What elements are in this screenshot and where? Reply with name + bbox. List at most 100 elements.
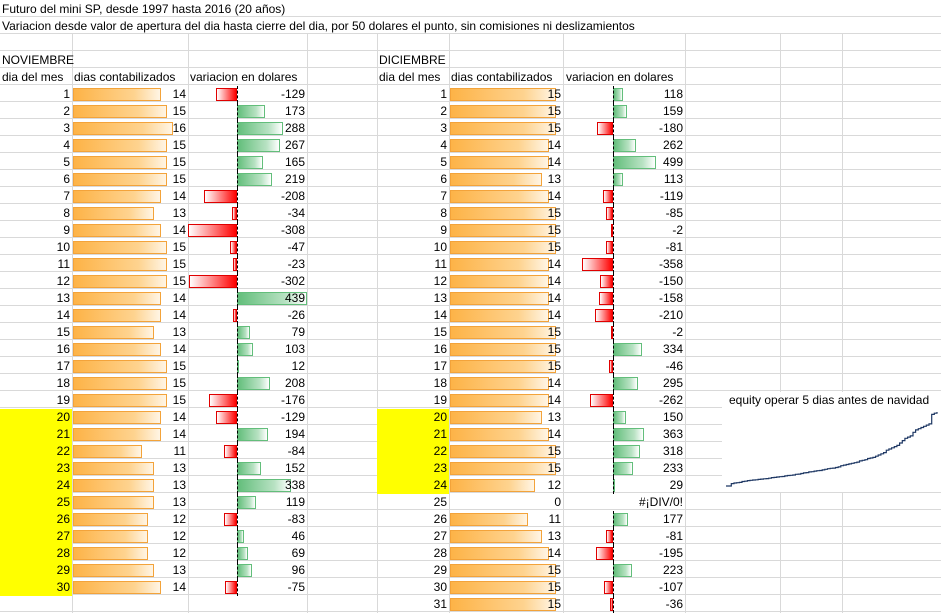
count-cell[interactable]: 15 [547,206,561,220]
count-cell[interactable]: 15 [547,342,561,356]
variation-cell[interactable]: 194 [284,427,305,441]
day-cell[interactable]: 31 [433,597,447,611]
count-cell[interactable]: 15 [172,155,186,169]
variation-cell[interactable]: -208 [280,189,305,203]
count-cell[interactable]: 15 [547,597,561,611]
count-cell[interactable]: 16 [172,121,186,135]
count-cell[interactable]: 14 [172,87,186,101]
day-cell[interactable]: 4 [63,138,70,152]
count-cell[interactable]: 14 [172,189,186,203]
count-cell[interactable]: 14 [547,393,561,407]
count-cell[interactable]: 15 [547,87,561,101]
count-cell[interactable]: 14 [172,291,186,305]
day-cell[interactable]: 21 [56,427,70,441]
variation-cell[interactable]: 295 [662,376,683,390]
day-cell[interactable]: 8 [63,206,70,220]
variation-cell[interactable]: 150 [662,410,683,424]
count-cell[interactable]: 15 [547,563,561,577]
count-cell[interactable]: 15 [547,104,561,118]
count-cell[interactable]: 14 [547,155,561,169]
count-cell[interactable]: 15 [547,359,561,373]
variation-cell[interactable]: 165 [284,155,305,169]
variation-cell[interactable]: 233 [662,461,683,475]
variation-cell[interactable]: -85 [665,206,683,220]
count-cell[interactable]: 13 [547,172,561,186]
day-cell[interactable]: 24 [56,478,70,492]
day-cell[interactable]: 17 [433,359,447,373]
variation-cell[interactable]: 334 [662,342,683,356]
variation-cell[interactable]: -150 [658,274,683,288]
count-cell[interactable]: 0 [554,495,561,509]
count-cell[interactable]: 13 [547,410,561,424]
variation-cell[interactable]: -302 [280,274,305,288]
day-cell[interactable]: 21 [433,427,447,441]
day-cell[interactable]: 19 [433,393,447,407]
count-cell[interactable]: 15 [172,104,186,118]
variation-cell[interactable]: 96 [291,563,305,577]
day-cell[interactable]: 6 [440,172,447,186]
count-cell[interactable]: 15 [547,444,561,458]
day-cell[interactable]: 7 [63,189,70,203]
equity-chart[interactable]: equity operar 5 dias antes de navidad [722,392,941,492]
count-cell[interactable]: 15 [172,393,186,407]
day-cell[interactable]: 5 [440,155,447,169]
day-cell[interactable]: 30 [433,580,447,594]
variation-cell[interactable]: -26 [287,308,305,322]
count-cell[interactable]: 13 [172,325,186,339]
day-cell[interactable]: 26 [56,512,70,526]
variation-cell[interactable]: -129 [280,87,305,101]
count-cell[interactable]: 13 [172,461,186,475]
day-cell[interactable]: 18 [433,376,447,390]
variation-cell[interactable]: -36 [665,597,683,611]
day-cell[interactable]: 25 [56,495,70,509]
count-cell[interactable]: 15 [172,376,186,390]
count-cell[interactable]: 14 [547,189,561,203]
count-cell[interactable]: 15 [547,240,561,254]
day-cell[interactable]: 18 [56,376,70,390]
variation-cell[interactable]: 499 [662,155,683,169]
day-cell[interactable]: 16 [56,342,70,356]
variation-cell[interactable]: 177 [662,512,683,526]
day-cell[interactable]: 25 [433,495,447,509]
variation-cell[interactable]: -107 [658,580,683,594]
day-cell[interactable]: 12 [433,274,447,288]
day-cell[interactable]: 8 [440,206,447,220]
day-cell[interactable]: 2 [440,104,447,118]
count-cell[interactable]: 14 [547,138,561,152]
variation-cell[interactable]: 118 [663,87,683,101]
variation-cell[interactable]: -358 [658,257,683,271]
variation-cell[interactable]: -84 [287,444,305,458]
variation-cell[interactable]: -46 [665,359,683,373]
day-cell[interactable]: 7 [440,189,447,203]
day-cell[interactable]: 11 [57,257,70,271]
variation-cell[interactable]: -308 [280,223,305,237]
variation-cell[interactable]: -81 [665,529,683,543]
count-cell[interactable]: 13 [172,206,186,220]
variation-cell[interactable]: 288 [284,121,305,135]
variation-cell[interactable]: -158 [658,291,683,305]
variation-cell[interactable]: 363 [662,427,683,441]
variation-cell[interactable]: 119 [285,495,305,509]
day-cell[interactable]: 30 [56,580,70,594]
count-cell[interactable]: 14 [547,376,561,390]
day-cell[interactable]: 15 [56,325,70,339]
variation-cell[interactable]: 219 [284,172,305,186]
variation-cell[interactable]: 267 [284,138,305,152]
variation-cell[interactable]: -81 [665,240,683,254]
count-cell[interactable]: 15 [172,240,186,254]
day-cell[interactable]: 12 [56,274,70,288]
day-cell[interactable]: 22 [56,444,70,458]
count-cell[interactable]: 15 [172,274,186,288]
day-cell[interactable]: 3 [63,121,70,135]
count-cell[interactable]: 14 [172,308,186,322]
day-cell[interactable]: 28 [56,546,70,560]
count-cell[interactable]: 14 [547,274,561,288]
day-cell[interactable]: 17 [56,359,70,373]
day-cell[interactable]: 16 [433,342,447,356]
variation-cell[interactable]: -119 [659,189,683,203]
day-cell[interactable]: 4 [440,138,447,152]
count-cell[interactable]: 14 [547,427,561,441]
count-cell[interactable]: 13 [172,495,186,509]
count-cell[interactable]: 14 [172,410,186,424]
count-cell[interactable]: 14 [547,308,561,322]
